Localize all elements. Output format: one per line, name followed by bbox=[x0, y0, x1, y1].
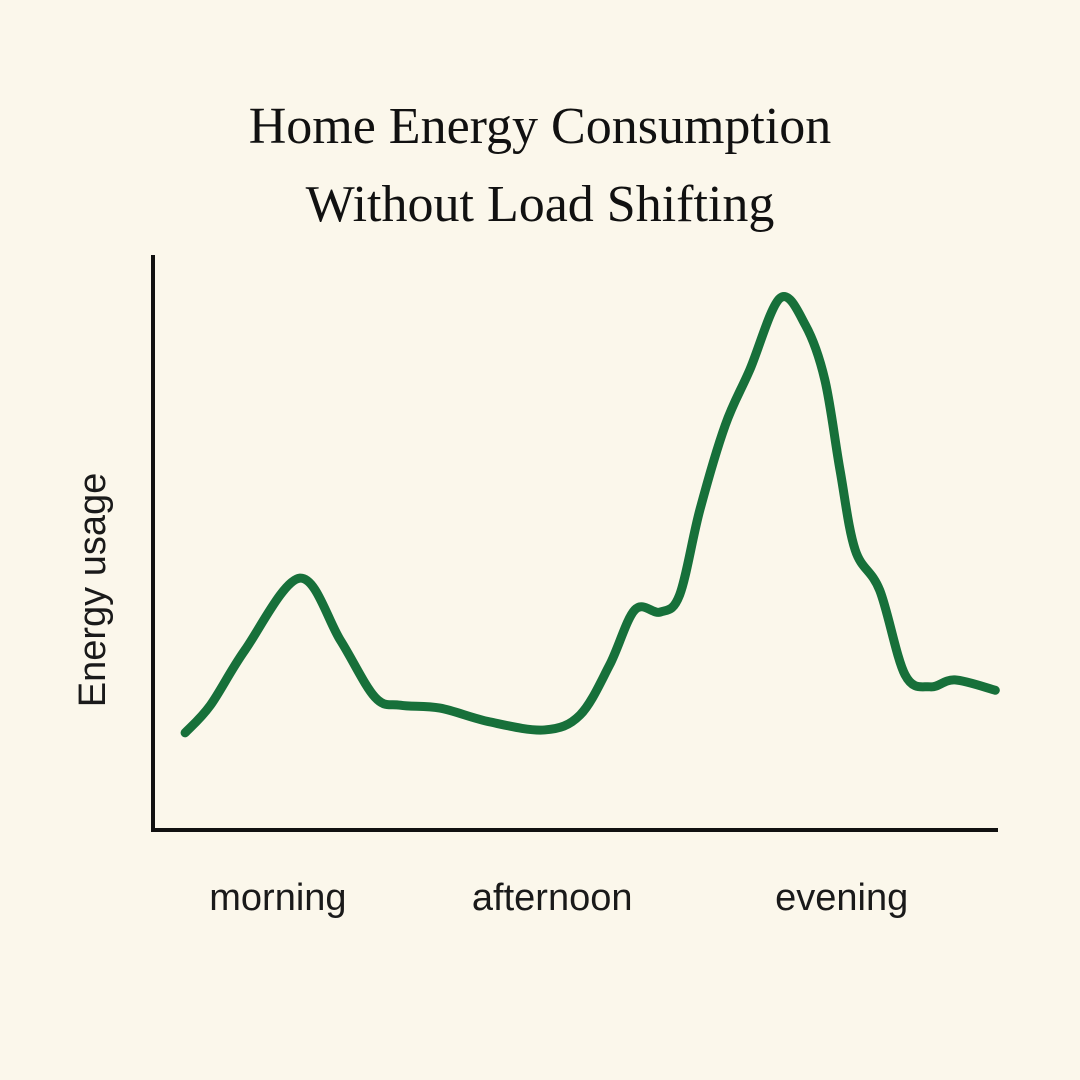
x-tick-label: evening bbox=[775, 877, 908, 919]
x-tick-label: morning bbox=[209, 877, 346, 919]
x-tick-label: afternoon bbox=[472, 877, 633, 919]
line bbox=[180, 292, 1000, 738]
chart-title: Home Energy Consumption Without Load Shi… bbox=[248, 98, 832, 233]
y-axis-label: Energy usage bbox=[72, 473, 114, 708]
